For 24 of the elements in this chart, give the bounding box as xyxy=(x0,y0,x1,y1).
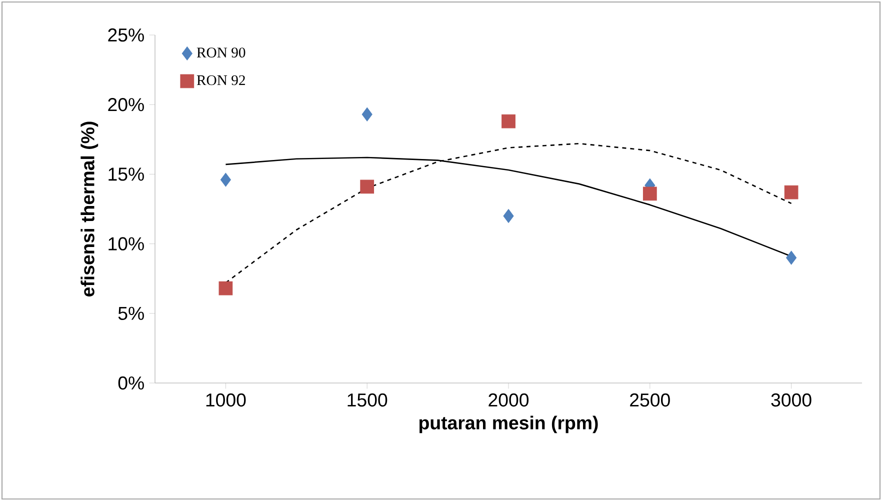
y-axis-title: efisensi thermal (%) xyxy=(80,122,98,296)
point xyxy=(502,114,516,128)
point xyxy=(362,107,372,122)
point xyxy=(220,172,231,187)
x-tick-label: 2500 xyxy=(630,393,670,407)
y-tick-label: 0% xyxy=(118,376,144,390)
point xyxy=(642,186,657,201)
point xyxy=(786,250,797,265)
x-tick-label: 3000 xyxy=(771,393,812,407)
legend-label: RON 92 xyxy=(196,75,245,86)
x-tick-label: 1000 xyxy=(206,393,246,407)
point xyxy=(218,281,233,296)
y-tick-label: 10% xyxy=(108,237,144,250)
point xyxy=(784,185,798,200)
y-tick-label: 20% xyxy=(108,98,144,112)
point xyxy=(503,209,514,223)
x-tick-label: 1500 xyxy=(348,393,388,407)
legend-label: RON 90 xyxy=(196,48,246,58)
y-tick-label: 25% xyxy=(108,28,144,42)
y-tick-label: 5% xyxy=(118,306,144,320)
point xyxy=(360,180,374,194)
y-tick-label: 15% xyxy=(108,168,144,181)
x-tick-label: 2000 xyxy=(488,393,529,407)
x-axis-title: putaran mesin (rpm) xyxy=(420,416,598,434)
